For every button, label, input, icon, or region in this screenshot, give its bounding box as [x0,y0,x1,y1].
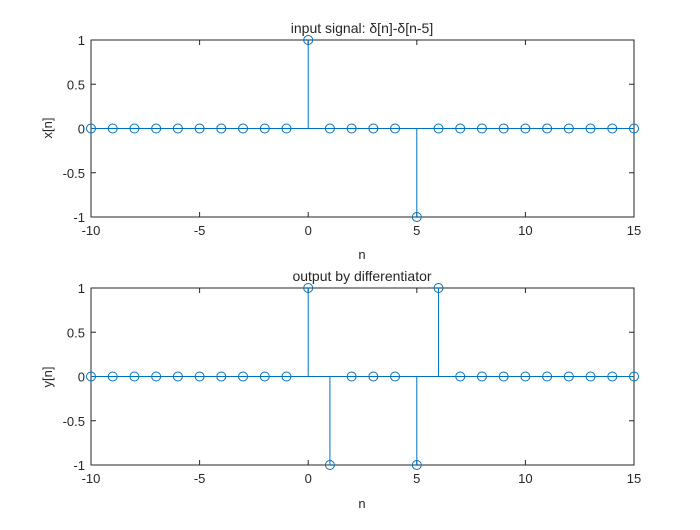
y-tick-label: -1 [73,210,85,225]
stem-marker [607,123,618,134]
stem-marker [194,371,205,382]
stem-marker [585,371,596,382]
stem-marker [390,123,401,134]
stem-marker [390,371,401,382]
stem-marker [542,371,553,382]
y-tick-label: -0.5 [63,414,85,429]
x-tick-label: 15 [627,471,641,486]
stem-marker [86,371,96,382]
y-tick-label: -1 [73,458,85,473]
y-axis-label: y[n] [40,367,55,388]
y-tick-label: 0 [78,122,85,137]
stem-series [86,283,639,470]
stem-marker [368,371,379,382]
x-tick-label: 0 [305,471,312,486]
stem-marker [520,371,531,382]
stem-marker [411,460,422,470]
stem-marker [129,123,140,134]
x-axis-label: n [358,496,365,511]
stem-marker [281,123,292,134]
y-tick-label: 0.5 [67,325,85,340]
y-tick-label: 1 [78,33,85,48]
stem-marker [151,123,162,134]
stem-marker [498,123,509,134]
stem-marker [563,123,574,134]
y-axis-label: x[n] [40,118,55,139]
stem-marker [129,371,140,382]
x-tick-label: -10 [82,471,101,486]
stem-marker [542,123,553,134]
stem-marker [259,123,270,134]
stem-marker [303,283,314,293]
stem-marker [476,123,487,134]
axes-ticks: -10 -5 0 5 10 15 1 0.5 0 -0.5 -1 [63,281,642,486]
x-tick-label: 15 [627,223,641,238]
x-tick-label: -5 [194,471,206,486]
stem-marker [433,283,444,293]
stem-marker [455,371,466,382]
subplot-title: output by differentiator [292,268,431,284]
stem-marker [411,212,422,222]
stem-marker [281,371,292,382]
stem-marker [585,123,596,134]
stem-marker [194,123,205,134]
x-tick-label: -10 [82,223,101,238]
y-tick-label: -0.5 [63,166,85,181]
stem-marker [151,371,162,382]
stem-marker [324,123,335,134]
stem-marker [433,123,444,134]
stem-marker [259,371,270,382]
stem-marker [629,123,639,134]
x-tick-label: 5 [413,471,420,486]
stem-marker [107,123,118,134]
stem-marker [520,123,531,134]
stem-marker [238,371,249,382]
stem-marker [216,371,227,382]
subplot-title: input signal: δ[n]-δ[n-5] [291,20,433,36]
x-tick-label: 10 [518,223,532,238]
x-tick-label: 5 [413,223,420,238]
x-tick-label: 10 [518,471,532,486]
x-axis-label: n [358,247,365,262]
stem-marker [107,371,118,382]
stem-marker [368,123,379,134]
y-tick-label: 0.5 [67,77,85,92]
stem-marker [303,35,314,45]
x-tick-label: -5 [194,223,206,238]
stem-marker [563,371,574,382]
stem-marker [629,371,639,382]
stem-marker [238,123,249,134]
subplot-output: -10 -5 0 5 10 15 1 0.5 0 -0.5 -1 output by differe… [40,268,641,511]
stem-marker [346,371,357,382]
stem-marker [172,123,183,134]
stem-marker [455,123,466,134]
stem-marker [172,371,183,382]
stem-marker [216,123,227,134]
stem-marker [476,371,487,382]
subplot-input-signal: -10 -5 0 5 10 15 1 0.5 0 -0.5 -1 input signal: δ[n… [40,20,641,262]
axes-ticks: -10 -5 0 5 10 15 1 0.5 0 -0.5 -1 [63,33,642,238]
stem-marker [607,371,618,382]
y-tick-label: 1 [78,281,85,296]
x-tick-label: 0 [305,223,312,238]
stem-marker [86,123,96,134]
stem-marker [346,123,357,134]
stem-marker [324,460,335,470]
stem-marker [498,371,509,382]
y-tick-label: 0 [78,370,85,385]
stem-series [86,35,639,222]
